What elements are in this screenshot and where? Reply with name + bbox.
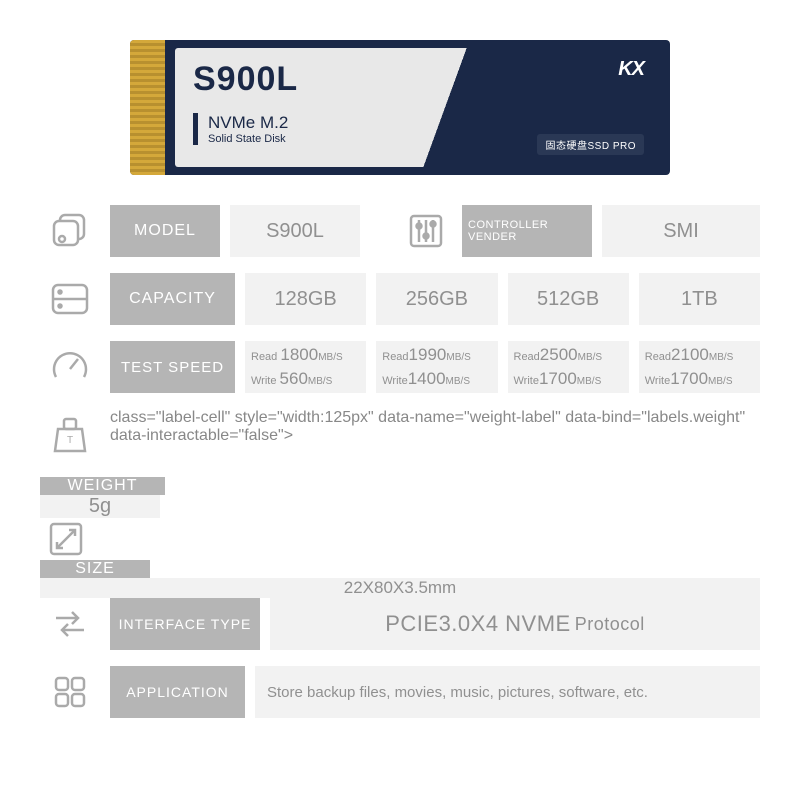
size-icon <box>40 518 92 560</box>
controller-value: SMI <box>602 205 760 257</box>
speed-2: Read2500MB/S Write1700MB/S <box>508 341 629 393</box>
interface-label: INTERFACE TYPE <box>110 598 260 650</box>
interface-spec: PCIE3.0X4 NVME <box>385 611 571 637</box>
controller-icon <box>400 205 452 257</box>
speed-0: Read 1800MB/S Write 560MB/S <box>245 341 366 393</box>
application-value: Store backup files, movies, music, pictu… <box>255 666 760 718</box>
read-label: Read <box>514 351 540 363</box>
write-2: 1700 <box>539 369 577 388</box>
svg-text:T: T <box>67 435 73 446</box>
unit: MB/S <box>318 352 342 363</box>
capacity-3: 1TB <box>639 273 760 325</box>
row-weight-size: T class="label-cell" style="width:125px"… <box>40 409 760 461</box>
capacity-1: 256GB <box>376 273 497 325</box>
read-2: 2500 <box>540 345 578 364</box>
capacity-icon <box>40 273 100 325</box>
model-label: MODEL <box>110 205 220 257</box>
unit: MB/S <box>308 376 332 387</box>
product-badge: 固态硬盘SSD PRO <box>537 134 644 155</box>
capacity-2: 512GB <box>508 273 629 325</box>
row-capacity: CAPACITY 128GB 256GB 512GB 1TB <box>40 273 760 325</box>
capacity-0: 128GB <box>245 273 366 325</box>
read-label: Read <box>251 351 277 363</box>
application-label: APPLICATION <box>110 666 245 718</box>
unit: MB/S <box>709 352 733 363</box>
capacity-label: CAPACITY <box>110 273 235 325</box>
write-1: 1400 <box>408 369 446 388</box>
read-label: Read <box>382 351 408 363</box>
speed-3: Read2100MB/S Write1700MB/S <box>639 341 760 393</box>
application-icon <box>40 666 100 718</box>
weight-value: 5g <box>40 495 160 518</box>
row-interface: INTERFACE TYPE PCIE3.0X4 NVME Protocol <box>40 598 760 650</box>
model-value: S900L <box>230 205 360 257</box>
speed-1: Read1990MB/S Write1400MB/S <box>376 341 497 393</box>
product-model-text: S900L <box>193 60 644 99</box>
product-interface: NVMe M.2 <box>208 113 644 133</box>
size-label: SIZE <box>40 560 150 578</box>
ssd-label: S900L NVMe M.2 Solid State Disk KX 固态硬盘S… <box>175 48 662 167</box>
unit: MB/S <box>577 376 601 387</box>
speed-label: TEST SPEED <box>110 341 235 393</box>
read-3: 2100 <box>671 345 709 364</box>
write-label: Write <box>382 375 407 387</box>
unit: MB/S <box>446 376 470 387</box>
weight-icon: T <box>40 409 100 461</box>
read-0: 1800 <box>280 345 318 364</box>
product-image: S900L NVMe M.2 Solid State Disk KX 固态硬盘S… <box>130 40 670 175</box>
write-label: Write <box>514 375 539 387</box>
unit: MB/S <box>446 352 470 363</box>
write-label: Write <box>251 375 276 387</box>
controller-label: CONTROLLER VENDER <box>462 205 592 257</box>
row-application: APPLICATION Store backup files, movies, … <box>40 666 760 718</box>
interface-value: PCIE3.0X4 NVME Protocol <box>270 598 760 650</box>
read-1: 1990 <box>409 345 447 364</box>
write-0: 560 <box>280 369 308 388</box>
size-value: 22X80X3.5mm <box>40 578 760 598</box>
unit: MB/S <box>708 376 732 387</box>
row-model-controller: MODEL S900L CONTROLLER VENDER SMI <box>40 205 760 257</box>
write-label: Write <box>645 375 670 387</box>
unit: MB/S <box>578 352 602 363</box>
read-label: Read <box>645 351 671 363</box>
interface-icon <box>40 598 100 650</box>
protocol-text: Protocol <box>575 614 645 635</box>
write-3: 1700 <box>670 369 708 388</box>
ssd-connector <box>130 40 165 175</box>
brand-logo: KX <box>618 58 644 81</box>
row-speed: TEST SPEED Read 1800MB/S Write 560MB/S R… <box>40 341 760 393</box>
weight-label: WEIGHT <box>40 477 165 495</box>
speed-icon <box>40 341 100 393</box>
model-icon <box>40 205 100 257</box>
